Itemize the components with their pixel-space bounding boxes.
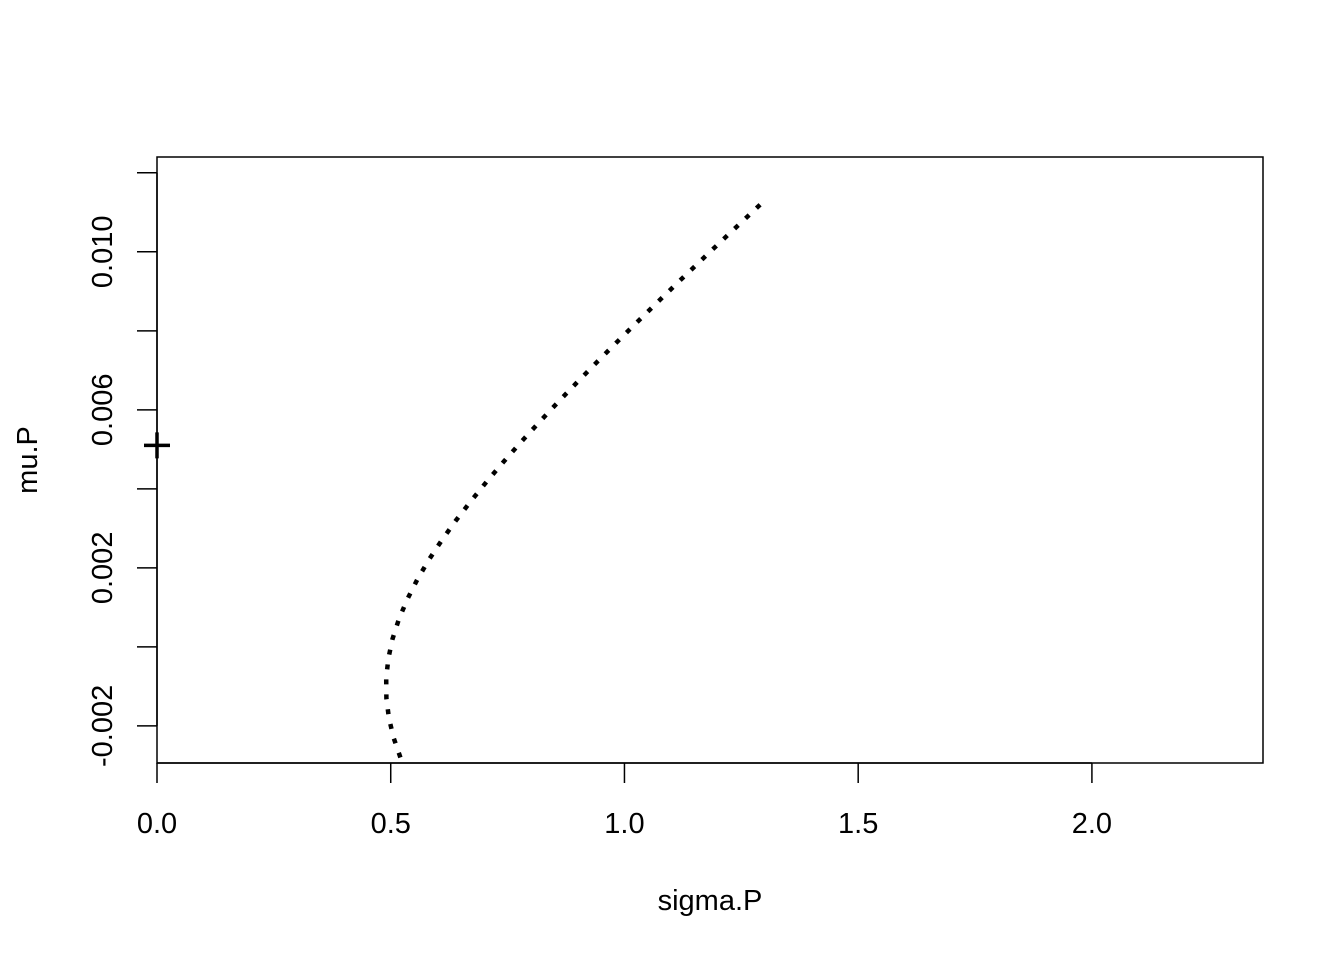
x-tick-label: 0.5 (371, 808, 411, 840)
x-tick-label: 2.0 (1072, 808, 1112, 840)
plus-point (144, 432, 170, 459)
frontier-dotted-line (383, 198, 767, 759)
plot-marks (144, 198, 767, 759)
y-tick-label: 0.010 (87, 216, 119, 289)
y-axis: -0.002 0.002 0.006 0.010 (87, 172, 158, 767)
y-tick-label: 0.002 (87, 532, 119, 605)
x-tick-label: 0.0 (137, 808, 177, 840)
y-tick-label: 0.006 (87, 374, 119, 447)
x-axis-label: sigma.P (658, 885, 763, 917)
y-tick-label: -0.002 (87, 685, 119, 767)
x-axis: 0.0 0.5 1.0 1.5 2.0 (137, 762, 1112, 840)
x-tick-label: 1.0 (604, 808, 644, 840)
y-axis-label: mu.P (12, 426, 44, 494)
x-tick-label: 1.5 (838, 808, 878, 840)
plot-box (156, 156, 1264, 764)
